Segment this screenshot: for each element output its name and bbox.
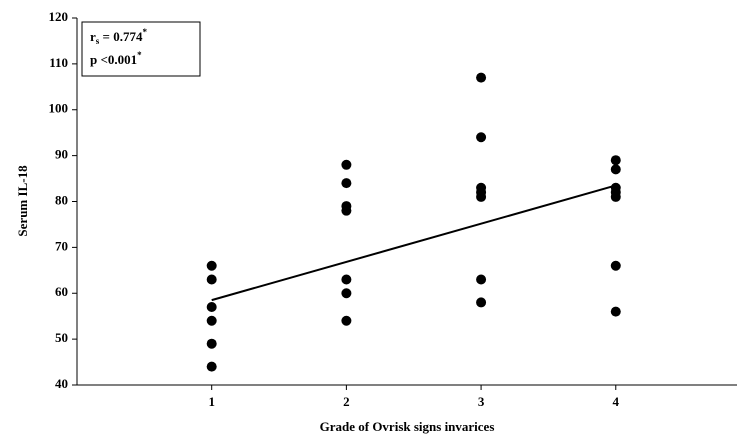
y-tick-label: 120 [49, 9, 69, 24]
point [610, 306, 621, 317]
x-tick-label: 3 [478, 394, 485, 409]
trend-line [211, 184, 617, 302]
point [206, 361, 217, 372]
y-tick-label: 60 [55, 284, 68, 299]
annotation-sup: * [137, 50, 142, 60]
y-tick-label: 40 [55, 376, 68, 391]
x-tick-label: 1 [208, 394, 215, 409]
y-tick-label: 90 [55, 147, 68, 162]
y-tick-label: 100 [49, 101, 69, 116]
annotation-rest: = 0.774 [99, 29, 143, 44]
x-tick-label: 2 [343, 394, 350, 409]
point [206, 302, 217, 313]
x-axis-label: Grade of Ovrisk signs invarices [320, 419, 495, 434]
annotation-sub: s [96, 36, 100, 46]
point [206, 260, 217, 271]
point [476, 297, 487, 308]
annotation-sup: * [142, 27, 147, 37]
point [476, 191, 487, 202]
y-axis-label: Serum IL-18 [15, 165, 30, 237]
point [610, 191, 621, 202]
point [341, 288, 352, 299]
point [206, 338, 217, 349]
point [610, 164, 621, 175]
point [341, 178, 352, 189]
point [341, 205, 352, 216]
point [610, 155, 621, 166]
point [610, 260, 621, 271]
y-tick-label: 80 [55, 192, 68, 207]
point [476, 132, 487, 143]
x-tick-label: 4 [613, 394, 620, 409]
y-tick-label: 70 [55, 238, 68, 253]
point [476, 274, 487, 285]
point [206, 274, 217, 285]
annotation-text: r [90, 29, 96, 44]
point [206, 315, 217, 326]
point [341, 159, 352, 170]
annotation-text: p <0.001 [90, 52, 137, 67]
point [341, 315, 352, 326]
annotation: p <0.001* [90, 50, 142, 67]
y-tick-label: 50 [55, 330, 68, 345]
annotation-box [81, 21, 201, 77]
point [476, 72, 487, 83]
point [341, 274, 352, 285]
y-tick-label: 110 [49, 55, 68, 70]
annotation: rs = 0.774* [90, 27, 147, 46]
